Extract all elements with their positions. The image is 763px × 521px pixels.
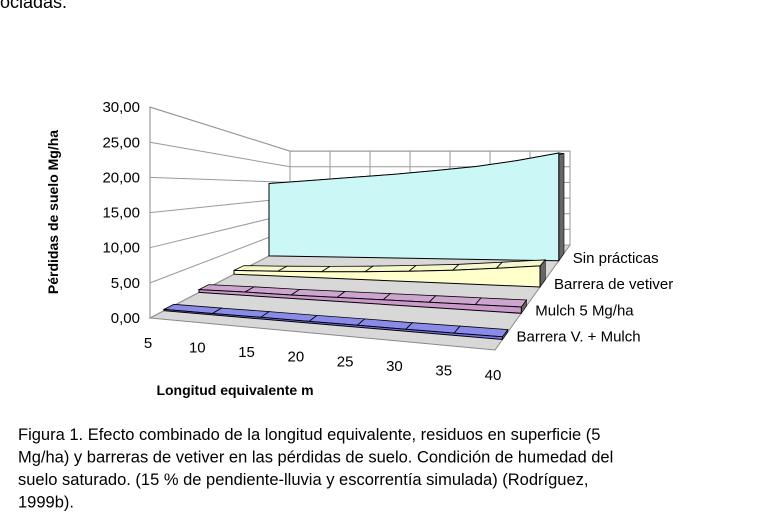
x-tick-label: 40 [485,367,502,384]
series-label: Sin prácticas [573,250,659,267]
y-tick-label: 25,00 [102,134,140,151]
area [233,265,541,288]
caption-line: suelo saturado. (15 % de pendiente-lluvi… [18,471,588,489]
y-axis-title: Pérdidas de suelo Mg/ha [45,130,61,294]
area [198,289,522,314]
caption-line: Mg/ha) y barreras de vetiver en las pérd… [18,449,613,467]
caption-line: Figura 1. Efecto combinado de la longitu… [18,426,600,444]
y-tick-label: 30,00 [102,99,140,116]
series-label: Mulch 5 Mg/ha [535,302,634,319]
ribbon-side [558,152,565,262]
x-tick-label: 30 [386,358,403,375]
x-tick-label: 5 [144,335,152,352]
series-label: Barrera de vetiver [554,276,673,293]
y-tick-label: 20,00 [102,169,140,186]
y-tick-label: 15,00 [102,205,140,222]
y-tick-label: 10,00 [102,240,140,257]
series-label: Barrera V. + Mulch [517,329,641,346]
caption-line: 1999b). [18,494,74,512]
caption: Figura 1. Efecto combinado de la longitu… [18,426,613,512]
ribbon-top [320,265,375,273]
x-tick-label: 20 [288,349,305,366]
y-tick-label: 5,00 [111,275,140,292]
x-tick-label: 35 [435,362,452,379]
x-tick-label: 15 [238,344,255,361]
x-tick-label: 25 [337,353,354,370]
y-tick-label: 0,00 [111,310,140,327]
area [268,152,560,262]
area [163,308,503,341]
text-fragment: ociadas. [0,0,67,12]
x-axis-title: Longitud equivalente m [156,382,313,398]
x-tick-label: 10 [189,340,206,357]
